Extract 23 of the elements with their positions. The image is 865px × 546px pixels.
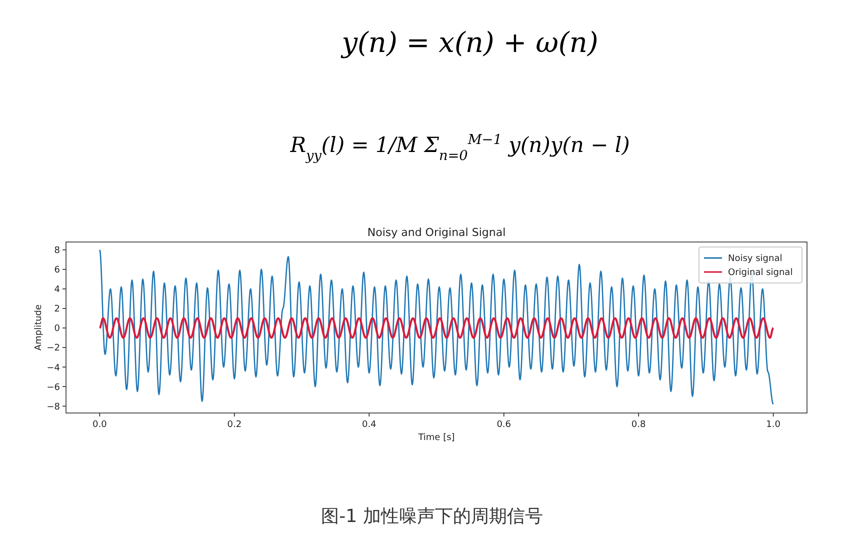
text: y(n) = x(n) + ω(n) (340, 26, 598, 59)
chart-title: Noisy and Original Signal (367, 226, 506, 239)
x-axis-title: Time [s] (417, 433, 455, 443)
x-tick-label: 0.8 (631, 420, 646, 430)
y-tick-label: 0 (54, 324, 60, 334)
x-tick-label: 0.0 (92, 420, 108, 430)
x-tick-label: 1.0 (766, 420, 781, 430)
y-tick-label: −2 (46, 344, 60, 354)
text: R$_{yy}$(l) = 1/M Σ$_{n=0}$$^{M−1}$ y(n)y(n − l) (289, 132, 630, 164)
y-tick-label: −6 (46, 382, 60, 393)
legend-label: Noisy signal (728, 254, 782, 264)
y-tick-label: 4 (54, 285, 60, 296)
y-tick-label: 2 (54, 304, 60, 315)
x-tick-label: 0.4 (362, 420, 377, 430)
x-tick-label: 0.6 (496, 420, 512, 430)
y-axis-title: Amplitude (34, 304, 44, 351)
y-tick-label: 8 (54, 246, 60, 256)
y-tick-label: −4 (46, 363, 60, 374)
x-tick-label: 0.2 (227, 420, 242, 430)
y-tick-label: −8 (46, 402, 60, 412)
text: 图-1 加性噪声下的周期信号 (321, 506, 543, 527)
legend-label: Original signal (728, 268, 793, 278)
y-tick-label: 6 (54, 266, 60, 276)
